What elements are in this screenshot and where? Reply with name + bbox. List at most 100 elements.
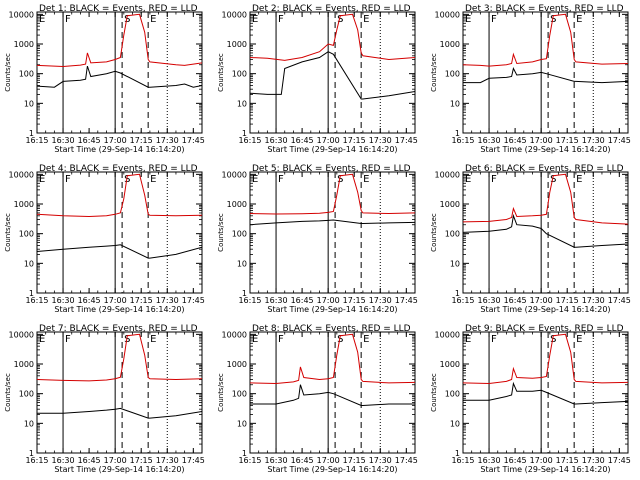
event-marker-label: E [252,14,258,25]
y-tick-label: 1 [29,449,34,458]
event-marker-label: S [337,14,343,25]
y-tick-label: 10000 [9,330,34,339]
event-marker-label: F [65,14,71,25]
y-tick-label: 1000 [440,360,460,369]
x-axis-label: Start Time (29-Sep-14 16:14:20) [480,305,610,314]
x-tick-label: 16:45 [291,456,314,465]
event-marker-label: E [576,14,582,25]
event-marker-label: E [252,174,258,185]
panel-det-7: Det 7: BLACK = Events, RED = LLD 1 10 100 10… [4,324,205,474]
x-tick-label: 16:30 [478,296,501,305]
y-tick-label: 10000 [435,10,460,19]
x-tick-label: 17:15 [556,136,579,145]
x-axis-label: Start Time (29-Sep-14 16:14:20) [54,305,184,314]
x-tick-label: 17:15 [130,456,153,465]
x-tick-label: 17:30 [369,136,392,145]
y-tick-label: 100 [232,230,247,239]
series-line-events [463,381,628,405]
event-marker-label: E [150,334,156,345]
y-tick-label: 1 [242,129,247,138]
y-tick-label: 1 [242,289,247,298]
series-line-lld [250,333,415,385]
x-tick-label: 16:15 [451,456,474,465]
x-axis-label: Start Time (29-Sep-14 16:14:20) [267,305,397,314]
panel-det-9: Det 9: BLACK = Events, RED = LLD 1 10 100 10… [430,324,631,474]
panel-title: Det 9: BLACK = Events, RED = LLD [465,324,624,334]
x-tick-label: 16:30 [265,296,288,305]
y-tick-label: 100 [232,390,247,399]
y-tick-label: 1000 [14,40,34,49]
panel-det-4: Det 4: BLACK = Events, RED = LLD 1 10 100 10… [4,164,205,314]
y-tick-label: 1000 [440,40,460,49]
x-tick-label: 16:45 [291,136,314,145]
y-axis-label: Counts/sec [430,373,438,412]
x-tick-label: 16:45 [291,296,314,305]
x-tick-label: 17:45 [395,456,418,465]
x-axis-label: Start Time (29-Sep-14 16:14:20) [54,145,184,154]
series-line-lld [463,13,628,67]
event-marker-label: F [491,334,497,345]
panel-grid: Det 1: BLACK = Events, RED = LLD 1 10 100 10… [4,4,631,474]
y-tick-label: 10000 [222,330,247,339]
x-tick-label: 16:45 [504,296,527,305]
series-line-lld [37,13,202,68]
panel-title: Det 7: BLACK = Events, RED = LLD [39,324,198,334]
x-tick-label: 17:15 [130,296,153,305]
event-marker-label: E [465,174,471,185]
y-tick-label: 1 [242,449,247,458]
panel-det-1: Det 1: BLACK = Events, RED = LLD 1 10 100 10… [4,4,205,154]
x-tick-label: 16:15 [451,136,474,145]
y-tick-label: 10 [24,259,34,268]
x-tick-label: 16:30 [265,136,288,145]
x-tick-label: 17:15 [556,456,579,465]
x-tick-label: 17:45 [182,456,205,465]
x-axis-label: Start Time (29-Sep-14 16:14:20) [267,145,397,154]
x-tick-label: 17:30 [582,296,605,305]
event-marker-label: S [337,334,343,345]
y-tick-label: 1 [29,129,34,138]
x-tick-label: 17:45 [182,296,205,305]
y-axis-label: Counts/sec [430,53,438,92]
event-marker-label: E [363,334,369,345]
x-tick-label: 16:15 [25,136,48,145]
series-line-lld [37,173,202,218]
series-line-events [463,67,628,84]
event-marker-label: S [337,174,343,185]
x-tick-label: 17:30 [156,136,179,145]
panel-title: Det 8: BLACK = Events, RED = LLD [252,324,411,334]
x-tick-label: 16:45 [504,136,527,145]
y-tick-label: 10 [24,419,34,428]
event-marker-label: E [576,334,582,345]
event-marker-label: E [150,174,156,185]
series-line-lld [250,13,415,61]
x-tick-label: 16:30 [478,136,501,145]
y-tick-label: 100 [445,390,460,399]
series-line-events [37,244,202,259]
x-tick-label: 17:00 [104,456,127,465]
event-marker-label: E [363,14,369,25]
x-tick-label: 16:30 [265,456,288,465]
y-tick-label: 100 [19,390,34,399]
series-line-events [463,213,628,248]
y-tick-label: 10 [450,419,460,428]
x-axis-label: Start Time (29-Sep-14 16:14:20) [267,465,397,474]
event-marker-label: F [278,334,284,345]
panel-title: Det 2: BLACK = Events, RED = LLD [252,4,411,14]
x-tick-label: 16:30 [52,296,75,305]
x-tick-label: 17:45 [182,136,205,145]
y-tick-label: 100 [445,70,460,79]
x-tick-label: 17:30 [582,456,605,465]
x-axis-label: Start Time (29-Sep-14 16:14:20) [54,465,184,474]
x-tick-label: 17:30 [156,456,179,465]
x-tick-label: 16:30 [52,136,75,145]
x-tick-label: 17:30 [369,456,392,465]
panel-title: Det 1: BLACK = Events, RED = LLD [39,4,198,14]
x-tick-label: 17:15 [556,296,579,305]
event-marker-label: S [124,14,130,25]
panel-det-3: Det 3: BLACK = Events, RED = LLD 1 10 100 10… [430,4,631,154]
x-tick-label: 16:15 [238,456,261,465]
y-tick-label: 1 [455,289,460,298]
y-tick-label: 1000 [14,200,34,209]
x-tick-label: 17:00 [530,296,553,305]
